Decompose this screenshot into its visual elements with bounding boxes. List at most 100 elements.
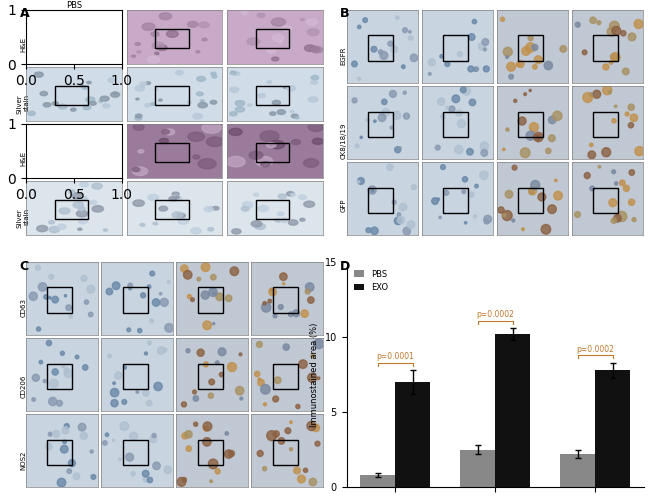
Circle shape — [138, 150, 144, 153]
Circle shape — [200, 100, 204, 102]
Circle shape — [317, 377, 320, 380]
Circle shape — [593, 90, 601, 98]
Circle shape — [140, 293, 146, 298]
Circle shape — [261, 303, 271, 312]
Circle shape — [135, 43, 140, 45]
Circle shape — [398, 147, 401, 150]
Circle shape — [241, 11, 248, 15]
Circle shape — [407, 221, 415, 229]
Circle shape — [172, 192, 179, 196]
Circle shape — [484, 66, 489, 72]
Circle shape — [235, 107, 244, 112]
Circle shape — [436, 145, 440, 150]
Circle shape — [462, 87, 471, 95]
Circle shape — [283, 282, 285, 285]
Circle shape — [107, 354, 111, 358]
Circle shape — [308, 97, 318, 102]
Bar — [273, 364, 298, 389]
Circle shape — [90, 450, 93, 453]
Circle shape — [188, 132, 204, 141]
Circle shape — [474, 68, 477, 71]
Circle shape — [560, 46, 567, 52]
Circle shape — [29, 22, 43, 30]
Circle shape — [32, 142, 46, 150]
Circle shape — [202, 263, 210, 271]
Circle shape — [366, 118, 369, 121]
Circle shape — [226, 295, 232, 302]
Circle shape — [308, 123, 324, 132]
Circle shape — [371, 189, 374, 192]
Circle shape — [46, 25, 57, 31]
Circle shape — [235, 100, 245, 106]
Circle shape — [635, 147, 644, 156]
Circle shape — [380, 52, 388, 60]
Circle shape — [112, 282, 120, 290]
Circle shape — [518, 117, 526, 125]
Circle shape — [283, 86, 287, 88]
Circle shape — [575, 22, 580, 27]
Circle shape — [623, 185, 629, 191]
Circle shape — [62, 427, 69, 434]
Circle shape — [135, 85, 144, 91]
Circle shape — [152, 299, 160, 306]
Circle shape — [291, 193, 295, 196]
Circle shape — [43, 380, 46, 383]
Circle shape — [439, 216, 441, 219]
Circle shape — [473, 19, 476, 24]
Circle shape — [215, 469, 220, 474]
Circle shape — [607, 27, 616, 36]
Circle shape — [251, 221, 262, 227]
Circle shape — [273, 431, 280, 437]
Circle shape — [532, 44, 538, 51]
Circle shape — [306, 283, 314, 291]
Circle shape — [202, 38, 207, 41]
Circle shape — [127, 328, 131, 331]
Circle shape — [278, 438, 285, 444]
Circle shape — [46, 340, 51, 346]
Circle shape — [410, 54, 417, 62]
Circle shape — [202, 122, 221, 133]
Circle shape — [151, 102, 156, 105]
Circle shape — [290, 421, 292, 423]
Circle shape — [142, 23, 155, 30]
Circle shape — [135, 116, 142, 120]
Circle shape — [212, 76, 217, 78]
Bar — [518, 188, 543, 213]
Circle shape — [295, 117, 299, 119]
Circle shape — [99, 100, 102, 102]
Circle shape — [216, 293, 223, 301]
Bar — [47, 364, 73, 389]
Circle shape — [148, 194, 159, 200]
Circle shape — [229, 112, 237, 116]
Circle shape — [219, 372, 224, 377]
Circle shape — [64, 368, 69, 373]
Circle shape — [152, 433, 156, 437]
Circle shape — [57, 478, 66, 487]
Bar — [443, 35, 468, 61]
Circle shape — [229, 87, 239, 92]
Bar — [395, 382, 430, 487]
Circle shape — [52, 102, 58, 105]
Circle shape — [549, 135, 555, 142]
Circle shape — [44, 295, 48, 299]
Circle shape — [199, 22, 209, 28]
Circle shape — [396, 16, 399, 19]
Circle shape — [520, 148, 530, 158]
Circle shape — [292, 140, 300, 145]
Circle shape — [612, 119, 616, 123]
Circle shape — [432, 198, 438, 204]
Circle shape — [255, 224, 265, 230]
Circle shape — [266, 143, 276, 148]
Circle shape — [198, 159, 216, 169]
Circle shape — [446, 106, 448, 109]
Circle shape — [82, 85, 88, 89]
Circle shape — [32, 374, 39, 381]
Bar — [55, 86, 88, 105]
Circle shape — [204, 207, 213, 212]
Circle shape — [52, 369, 58, 375]
Circle shape — [115, 372, 122, 379]
Circle shape — [283, 344, 289, 350]
Circle shape — [78, 228, 82, 230]
Circle shape — [280, 218, 288, 223]
Circle shape — [261, 385, 270, 394]
